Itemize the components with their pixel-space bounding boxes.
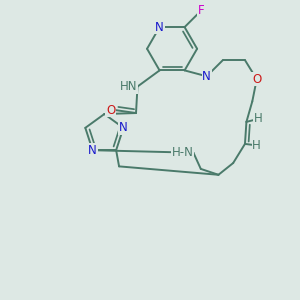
- Text: HN: HN: [120, 80, 137, 93]
- Text: O: O: [252, 73, 261, 86]
- Text: N: N: [119, 122, 128, 134]
- Text: O: O: [106, 103, 116, 117]
- Text: H: H: [252, 139, 261, 152]
- Text: N: N: [88, 144, 97, 157]
- Text: H-N: H-N: [172, 146, 194, 159]
- Text: N: N: [155, 21, 164, 34]
- Text: N: N: [202, 70, 211, 83]
- Text: H: H: [254, 112, 262, 125]
- Text: F: F: [197, 4, 204, 17]
